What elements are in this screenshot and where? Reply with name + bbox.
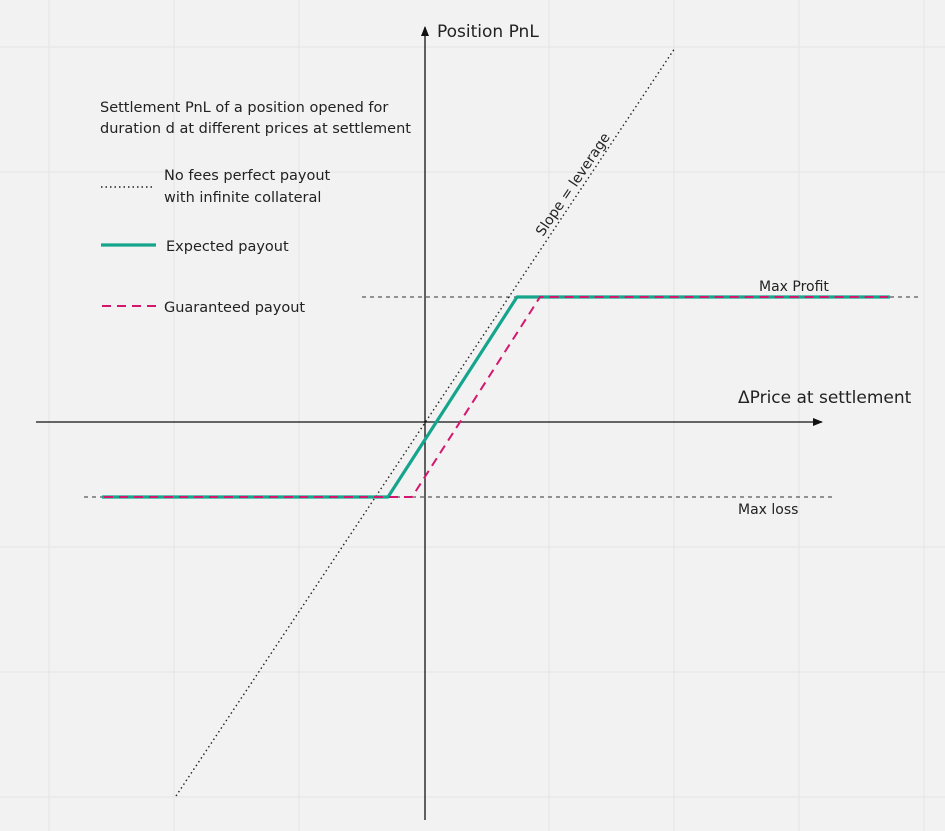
y-axis-label: Position PnL xyxy=(437,22,539,42)
perfect-payout-line xyxy=(175,47,676,797)
slope-label: Slope = leverage xyxy=(533,130,614,239)
description-line-1: Settlement PnL of a position opened for xyxy=(100,100,388,116)
guaranteed-payout-line xyxy=(104,296,888,498)
legend: No fees perfect payout with infinite col… xyxy=(101,168,331,316)
description-line-2: duration d at different prices at settle… xyxy=(100,121,411,137)
legend-perfect-label-line-1: No fees perfect payout xyxy=(164,168,331,184)
legend-expected-label: Expected payout xyxy=(166,239,289,255)
max-profit-label: Max Profit xyxy=(759,279,829,295)
x-axis-label: ΔPrice at settlement xyxy=(738,388,912,408)
legend-perfect-label-line-2: with infinite collateral xyxy=(164,190,321,206)
legend-guaranteed-label: Guaranteed payout xyxy=(164,300,305,316)
max-loss-label: Max loss xyxy=(738,502,798,518)
